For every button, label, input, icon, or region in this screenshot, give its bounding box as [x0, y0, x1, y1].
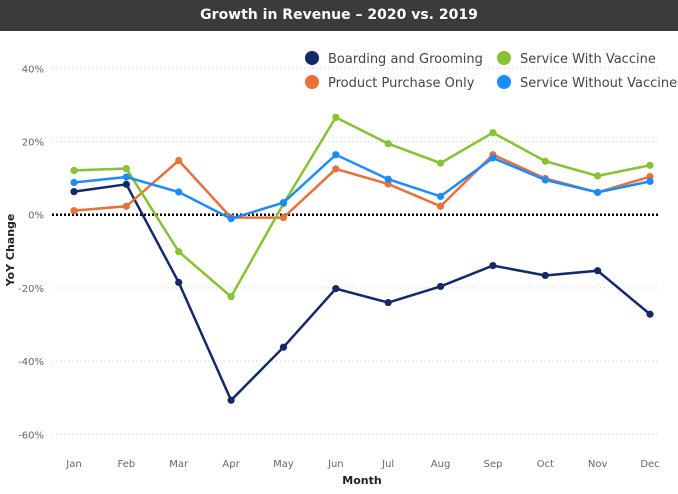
x-tick-label: Nov	[588, 459, 608, 470]
data-point-product-purchase-only	[332, 165, 340, 173]
data-point-service-without-vaccine	[489, 154, 497, 162]
data-point-service-without-vaccine	[70, 178, 78, 187]
data-point-boarding-and-grooming	[70, 188, 78, 196]
data-point-service-without-vaccine	[384, 175, 392, 183]
legend-label: Service Without Vaccine	[520, 76, 677, 91]
data-point-boarding-and-grooming	[175, 278, 183, 287]
data-point-product-purchase-only	[70, 207, 78, 215]
data-point-service-without-vaccine	[594, 188, 602, 196]
data-point-service-with-vaccine	[489, 129, 497, 137]
chart-title: Growth in Revenue – 2020 vs. 2019	[0, 0, 678, 31]
data-point-service-with-vaccine	[384, 140, 392, 148]
data-point-service-with-vaccine	[646, 161, 654, 169]
x-tick-label: Mar	[169, 459, 189, 470]
data-point-boarding-and-grooming	[384, 298, 392, 307]
data-point-service-with-vaccine	[70, 166, 78, 175]
series-line-boarding-and-grooming	[73, 182, 651, 403]
x-tick-label: Jun	[327, 459, 344, 470]
x-axis-title: Month	[342, 474, 381, 487]
data-point-service-without-vaccine	[541, 176, 549, 184]
y-tick-label: -40%	[18, 357, 44, 368]
x-tick-label: Jul	[381, 459, 394, 470]
data-point-service-with-vaccine	[541, 157, 549, 165]
legend-marker	[497, 75, 511, 89]
data-point-boarding-and-grooming	[122, 180, 130, 188]
data-point-boarding-and-grooming	[541, 271, 549, 280]
data-point-boarding-and-grooming	[489, 261, 497, 270]
data-point-product-purchase-only	[436, 202, 445, 210]
x-tick-label: May	[273, 459, 294, 470]
y-tick-label: 20%	[22, 138, 44, 149]
x-tick-label: Jan	[65, 459, 81, 470]
data-point-boarding-and-grooming	[227, 396, 235, 404]
data-point-boarding-and-grooming	[279, 343, 288, 351]
data-point-boarding-and-grooming	[594, 267, 602, 275]
series-line-service-with-vaccine	[73, 115, 651, 299]
legend-label: Product Purchase Only	[328, 76, 475, 91]
x-tick-label: Apr	[222, 459, 240, 470]
data-point-service-with-vaccine	[594, 172, 602, 180]
data-point-boarding-and-grooming	[646, 310, 654, 318]
x-tick-label: Feb	[118, 459, 136, 470]
y-tick-label: 40%	[22, 64, 44, 75]
data-point-service-without-vaccine	[175, 188, 183, 196]
data-point-product-purchase-only	[122, 202, 130, 210]
x-tick-label: Dec	[640, 459, 659, 470]
data-point-service-without-vaccine	[332, 151, 340, 159]
y-tick-label: 0%	[28, 211, 44, 222]
data-point-service-with-vaccine	[332, 113, 340, 121]
legend-marker	[497, 51, 511, 65]
data-point-service-with-vaccine	[122, 164, 130, 173]
y-tick-label: -20%	[18, 284, 44, 295]
data-point-product-purchase-only	[279, 214, 288, 222]
data-point-service-without-vaccine	[279, 199, 288, 207]
data-point-service-without-vaccine	[227, 215, 235, 223]
legend-marker	[305, 75, 319, 89]
y-tick-label: -60%	[18, 430, 44, 441]
x-tick-label: Oct	[537, 459, 554, 470]
x-tick-label: Aug	[431, 459, 451, 470]
y-axis-title: YoY Change	[4, 214, 17, 288]
data-point-service-without-vaccine	[122, 173, 130, 181]
data-point-product-purchase-only	[175, 156, 183, 165]
data-point-service-without-vaccine	[436, 192, 445, 200]
legend-marker	[305, 51, 319, 65]
legend-label: Boarding and Grooming	[328, 52, 483, 67]
data-point-service-with-vaccine	[436, 159, 445, 167]
series-line-service-without-vaccine	[73, 153, 651, 221]
legend-label: Service With Vaccine	[520, 52, 656, 67]
data-point-boarding-and-grooming	[332, 285, 340, 293]
data-point-service-with-vaccine	[227, 293, 235, 301]
data-point-service-without-vaccine	[646, 177, 654, 185]
x-tick-label: Sep	[483, 459, 502, 470]
data-point-service-with-vaccine	[175, 248, 183, 256]
data-point-boarding-and-grooming	[436, 282, 445, 291]
